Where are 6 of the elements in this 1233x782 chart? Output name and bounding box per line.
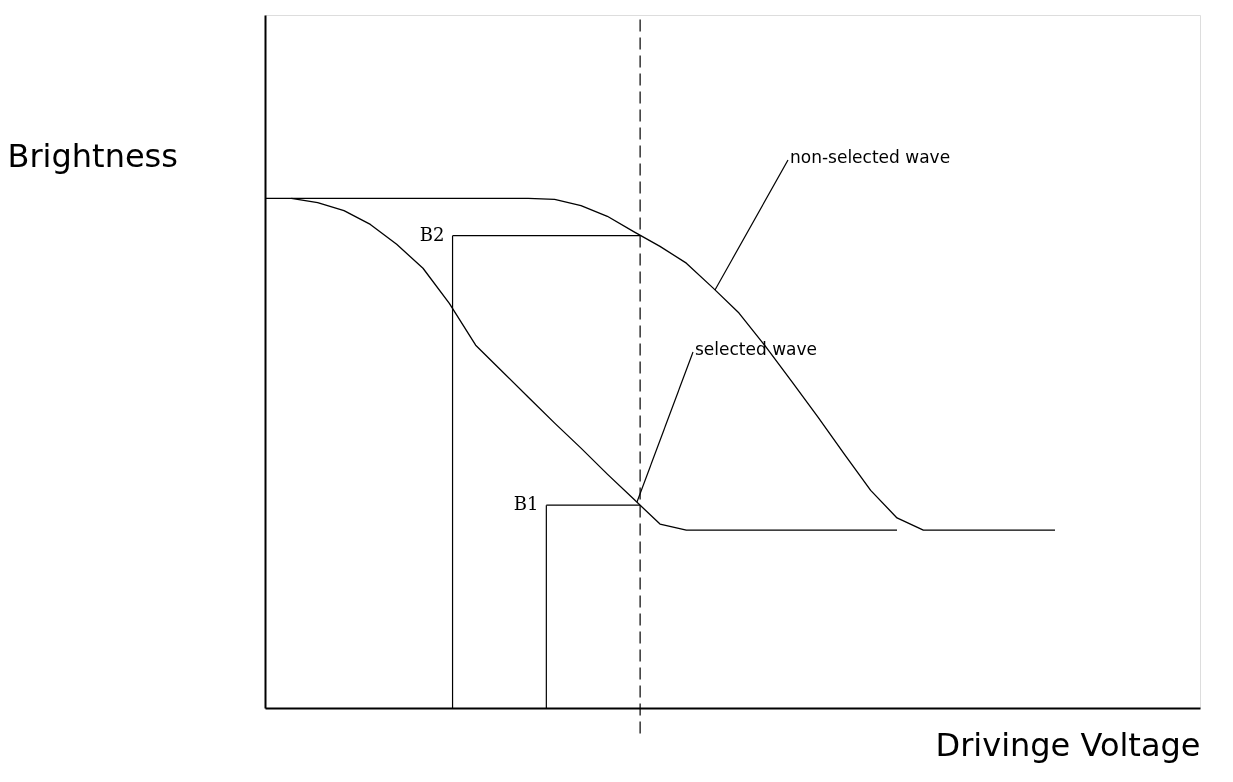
ref-line-label: B2 [419,223,445,245]
annotation: selected wave [695,339,818,359]
text: non-selected wave [790,147,951,167]
x-axis-title: Drivinge Voltage [935,725,1201,764]
y-axis-title: Brightness [7,136,178,175]
ref-line-label: B1 [513,493,539,515]
